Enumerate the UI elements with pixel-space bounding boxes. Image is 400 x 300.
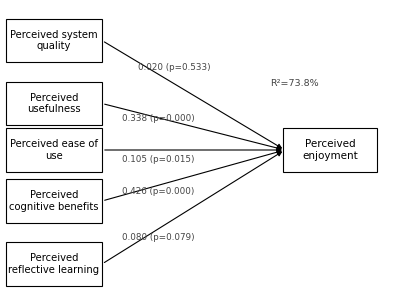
Text: 0.426 (p=0.000): 0.426 (p=0.000) bbox=[122, 188, 194, 196]
Text: Perceived system
quality: Perceived system quality bbox=[10, 30, 98, 51]
Text: Perceived ease of
use: Perceived ease of use bbox=[10, 139, 98, 161]
FancyArrowPatch shape bbox=[105, 104, 281, 150]
Text: 0.338 (p=0.000): 0.338 (p=0.000) bbox=[122, 114, 195, 123]
Text: 0.080 (p=0.079): 0.080 (p=0.079) bbox=[122, 232, 195, 242]
FancyBboxPatch shape bbox=[6, 82, 102, 125]
FancyBboxPatch shape bbox=[6, 179, 102, 223]
Text: 0.020 (p=0.533): 0.020 (p=0.533) bbox=[138, 63, 211, 72]
FancyBboxPatch shape bbox=[6, 128, 102, 172]
FancyArrowPatch shape bbox=[104, 152, 281, 262]
Text: Perceived
usefulness: Perceived usefulness bbox=[27, 93, 81, 114]
FancyBboxPatch shape bbox=[6, 242, 102, 286]
Text: R²=73.8%: R²=73.8% bbox=[270, 80, 318, 88]
FancyBboxPatch shape bbox=[283, 128, 377, 172]
Text: Perceived
reflective learning: Perceived reflective learning bbox=[8, 253, 100, 275]
FancyArrowPatch shape bbox=[104, 42, 281, 148]
Text: Perceived
cognitive benefits: Perceived cognitive benefits bbox=[9, 190, 99, 212]
Text: Perceived
enjoyment: Perceived enjoyment bbox=[302, 139, 358, 161]
FancyArrowPatch shape bbox=[105, 148, 281, 152]
Text: 0.105 (p=0.015): 0.105 (p=0.015) bbox=[122, 154, 194, 164]
FancyBboxPatch shape bbox=[6, 19, 102, 62]
FancyArrowPatch shape bbox=[105, 150, 281, 200]
